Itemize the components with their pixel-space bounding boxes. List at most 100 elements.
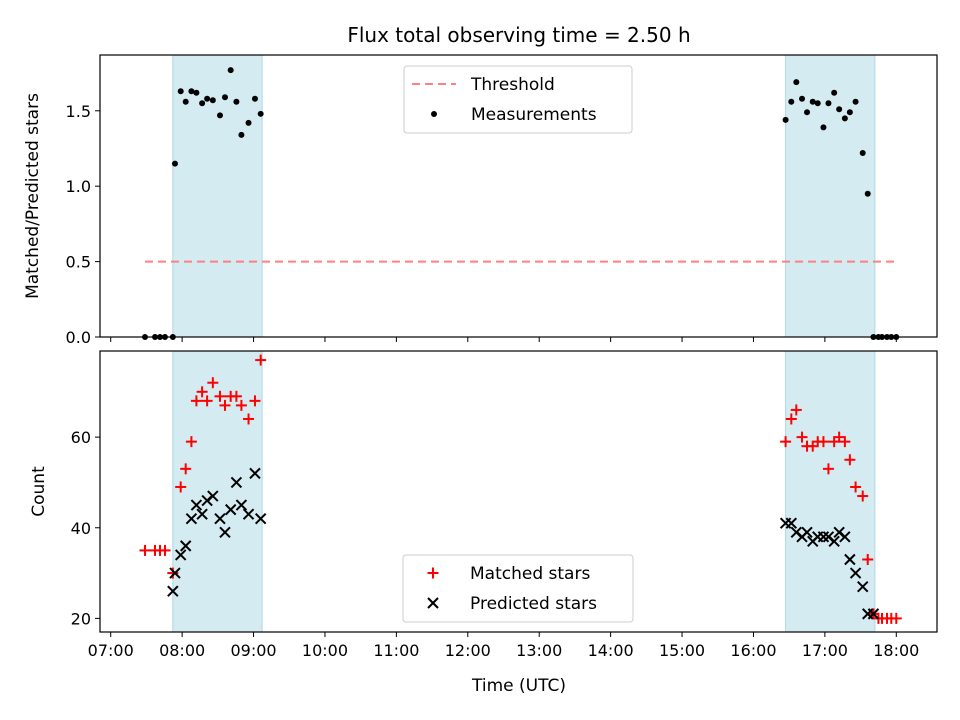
x-tick-label: 14:00 <box>588 641 634 660</box>
measurement-point <box>782 116 789 123</box>
chart-title: Flux total observing time = 2.50 h <box>347 23 690 47</box>
matched-star-point <box>159 544 171 556</box>
predicted-star-point <box>196 508 208 520</box>
predicted-star-point <box>207 490 219 502</box>
y-tick-label: 1.0 <box>66 177 91 196</box>
measurement-point <box>216 112 223 119</box>
legend-key-matched <box>427 567 439 579</box>
predicted-star-point <box>867 608 880 620</box>
y-tick-label: 20 <box>71 609 91 628</box>
matched-star-point <box>139 544 151 556</box>
legend-label: Measurements <box>471 105 597 125</box>
matched-star-point <box>243 413 255 425</box>
measurement-point <box>825 100 832 107</box>
y-tick-label: 1.5 <box>66 102 91 121</box>
measurement-point <box>846 109 853 116</box>
matched-star-point <box>890 612 902 624</box>
legend-label: Predicted stars <box>470 594 597 614</box>
matched-star-point <box>857 490 869 502</box>
measurement-point <box>227 67 234 74</box>
predicted-star-point <box>828 535 840 548</box>
matched-star-point <box>785 413 797 425</box>
legend-label: Matched stars <box>470 564 590 584</box>
y-axis-label: Matched/Predicted stars <box>23 93 43 299</box>
legend-entry: Measurements <box>431 105 597 125</box>
x-tick-label: 07:00 <box>88 641 134 660</box>
matched-star-point <box>780 436 792 448</box>
measurement-point <box>799 95 806 102</box>
measurement-point <box>831 89 838 96</box>
predicted-star-point <box>230 476 243 489</box>
predicted-star-point <box>190 499 203 511</box>
measurement-point <box>221 94 228 101</box>
predicted-star-point <box>242 508 255 520</box>
matched-star-point <box>167 567 179 579</box>
predicted-star-point <box>167 585 179 597</box>
measurement-point <box>841 115 848 122</box>
predicted-star-point <box>179 540 192 552</box>
measurement-point <box>238 131 245 138</box>
y-tick-label: 0.0 <box>66 328 91 347</box>
predicted-star-point <box>839 531 851 543</box>
y-tick-label: 0.5 <box>66 253 91 272</box>
top-panel-ratio: 0.0 0.5 1.0 1.5 Matched/Predicted stars Thres… <box>23 54 938 347</box>
measurement-point <box>820 124 827 131</box>
measurement-point <box>814 100 821 107</box>
predicted-star-point <box>169 567 181 579</box>
predicted-star-point <box>817 531 830 543</box>
y-axis-label: Count <box>29 466 49 517</box>
observing-window-shade-2 <box>785 54 876 338</box>
x-tick-label: 12:00 <box>445 641 491 660</box>
legend-key-measurements <box>431 111 437 117</box>
x-tick-label: 08:00 <box>159 641 205 660</box>
measurement-point <box>257 110 264 117</box>
matched-star-point <box>214 390 226 402</box>
matched-star-point <box>196 386 208 398</box>
legend: Threshold Measurements <box>403 65 633 134</box>
matched-star-point <box>862 553 874 565</box>
matched-star-point <box>175 481 187 493</box>
matched-star-point <box>219 399 231 411</box>
legend-entry: Predicted stars <box>427 594 597 614</box>
matched-star-point <box>839 436 851 448</box>
measurement-point <box>245 119 252 126</box>
measurement-point <box>809 98 816 105</box>
measurement-point <box>859 150 866 157</box>
matched-star-point <box>230 390 242 402</box>
legend-box <box>402 554 634 623</box>
x-tick-label: 15:00 <box>659 641 705 660</box>
measurement-point <box>188 88 195 95</box>
x-tick-label: 18:00 <box>873 641 919 660</box>
predicted-star-point <box>185 512 198 525</box>
legend-label: Threshold <box>470 75 555 95</box>
observing-window-shade-1 <box>172 54 263 338</box>
matched-star-point <box>190 395 202 407</box>
predicted-star-point <box>224 503 237 516</box>
axes-frame <box>99 350 938 633</box>
measurement-point <box>233 98 240 105</box>
series-predicted-stars <box>167 467 880 620</box>
measurement-point <box>182 98 189 105</box>
measurement-point <box>788 98 795 105</box>
matched-star-point <box>833 431 845 443</box>
x-tick-label: 17:00 <box>802 641 848 660</box>
matched-star-point <box>790 404 802 416</box>
matched-star-point <box>185 436 197 448</box>
predicted-star-point <box>844 553 856 566</box>
matched-star-point <box>844 454 856 466</box>
legend: Matched stars Predicted stars <box>402 554 634 623</box>
x-tick-label: 13:00 <box>516 641 562 660</box>
x-tick-label: 11:00 <box>373 641 419 660</box>
measurement-point <box>199 100 206 107</box>
x-tick-label: 16:00 <box>730 641 776 660</box>
legend-entry: Matched stars <box>427 564 590 584</box>
y-tick-label: 40 <box>71 519 91 538</box>
measurement-point <box>836 106 843 113</box>
matched-star-point <box>822 463 834 475</box>
matched-star-point <box>255 354 267 366</box>
legend-box <box>403 65 633 134</box>
measurement-point <box>171 160 178 167</box>
predicted-star-point <box>219 526 231 538</box>
measurement-point <box>864 190 871 197</box>
matched-star-point <box>180 463 192 475</box>
